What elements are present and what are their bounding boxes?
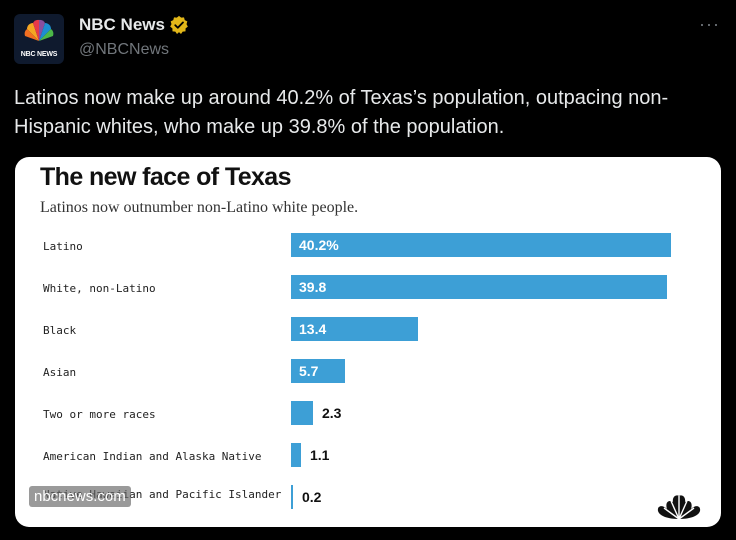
avatar[interactable]: NBC NEWS xyxy=(14,14,64,64)
verified-badge-icon[interactable] xyxy=(169,15,189,35)
tweet-text: Latinos now make up around 40.2% of Texa… xyxy=(14,87,669,138)
more-options-button[interactable]: ··· xyxy=(699,14,720,34)
account-name[interactable]: NBC News xyxy=(79,15,165,34)
value-label: 39.8 xyxy=(299,279,327,295)
avatar-text: NBC NEWS xyxy=(20,51,58,58)
value-label: 2.3 xyxy=(322,405,342,421)
bar xyxy=(291,233,671,257)
value-label: 40.2% xyxy=(299,237,339,253)
watermark: nbcnews.com xyxy=(29,486,131,507)
category-label: Black xyxy=(43,324,77,337)
account-handle[interactable]: @NBCNews xyxy=(79,41,170,58)
peacock-icon xyxy=(24,19,54,41)
bar xyxy=(291,275,667,299)
value-label: 0.2 xyxy=(302,489,322,505)
bar xyxy=(291,443,301,467)
chart-title: The new face of Texas xyxy=(40,163,292,191)
value-label: 5.7 xyxy=(299,363,319,379)
bar xyxy=(291,359,345,383)
category-label: Latino xyxy=(43,240,83,253)
chart-subtitle: Latinos now outnumber non-Latino white p… xyxy=(40,199,359,216)
value-label: 13.4 xyxy=(299,321,327,337)
chart-card[interactable]: The new face of Texas Latinos now outnum… xyxy=(15,157,721,527)
bar xyxy=(291,401,313,425)
bar xyxy=(291,485,293,509)
category-label: White, non-Latino xyxy=(43,282,156,295)
peacock-logo-icon xyxy=(657,495,701,520)
bar xyxy=(291,317,418,341)
category-label: American Indian and Alaska Native xyxy=(43,450,262,463)
category-label: Two or more races xyxy=(43,408,156,421)
value-label: 1.1 xyxy=(310,447,330,463)
category-label: Asian xyxy=(43,366,77,379)
